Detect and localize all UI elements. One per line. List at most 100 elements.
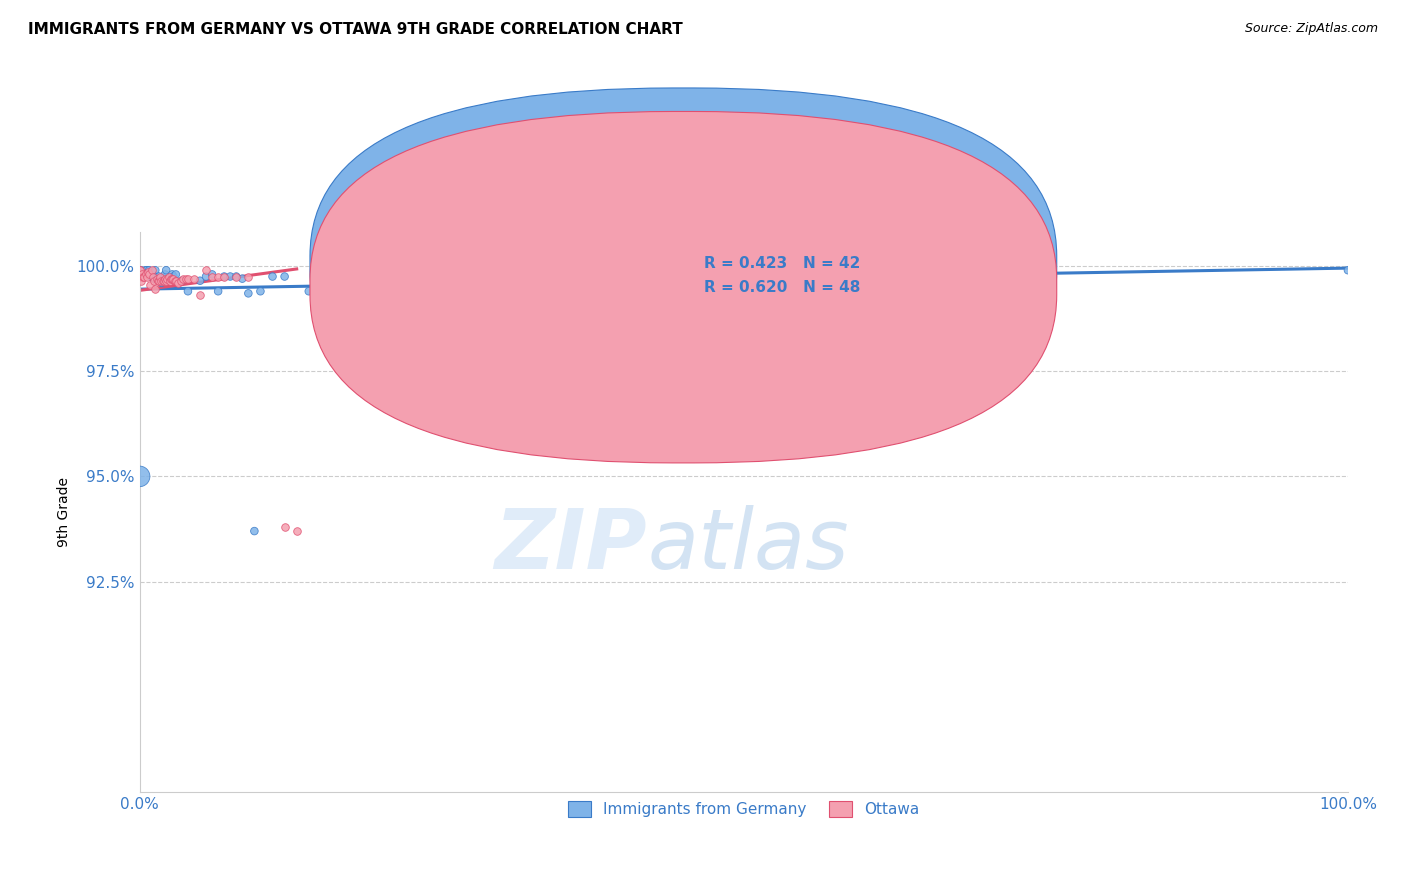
Point bbox=[142, 269, 165, 284]
Point bbox=[135, 268, 157, 282]
Point bbox=[201, 268, 224, 282]
Point bbox=[156, 271, 179, 285]
Text: Source: ZipAtlas.com: Source: ZipAtlas.com bbox=[1244, 22, 1378, 36]
Point bbox=[139, 277, 162, 292]
Point bbox=[201, 269, 224, 284]
Point bbox=[877, 269, 900, 284]
Point bbox=[177, 285, 200, 299]
Point bbox=[153, 268, 176, 282]
Point bbox=[149, 269, 172, 284]
Text: R = 0.620   N = 48: R = 0.620 N = 48 bbox=[704, 280, 860, 294]
Point bbox=[131, 268, 153, 282]
Point bbox=[136, 265, 159, 279]
FancyBboxPatch shape bbox=[309, 88, 1057, 440]
Point bbox=[188, 274, 211, 288]
Point bbox=[225, 269, 247, 284]
Point bbox=[212, 269, 235, 284]
Text: R = 0.423   N = 42: R = 0.423 N = 42 bbox=[704, 256, 860, 271]
Point bbox=[134, 269, 156, 284]
Point bbox=[249, 285, 271, 299]
Point bbox=[160, 271, 183, 285]
Point bbox=[148, 269, 170, 284]
Point bbox=[238, 286, 260, 301]
Point bbox=[129, 274, 152, 288]
Point bbox=[135, 269, 157, 284]
Point bbox=[238, 269, 260, 284]
Legend: Immigrants from Germany, Ottawa: Immigrants from Germany, Ottawa bbox=[562, 796, 925, 823]
Point bbox=[138, 268, 160, 282]
Point bbox=[1337, 263, 1360, 277]
Point bbox=[207, 285, 229, 299]
Point bbox=[177, 271, 200, 285]
Point bbox=[146, 274, 169, 288]
Point bbox=[162, 269, 184, 284]
Point bbox=[138, 263, 160, 277]
Point bbox=[143, 271, 166, 285]
Text: ZIP: ZIP bbox=[495, 505, 647, 586]
Point bbox=[148, 274, 170, 288]
Point bbox=[195, 263, 218, 277]
Point bbox=[170, 274, 193, 288]
Point bbox=[150, 274, 173, 288]
Point bbox=[128, 469, 150, 483]
Point bbox=[160, 268, 183, 282]
Point bbox=[141, 269, 163, 284]
Point bbox=[152, 271, 174, 285]
Point bbox=[152, 274, 174, 288]
Point bbox=[333, 269, 356, 284]
Point bbox=[207, 269, 229, 284]
Point bbox=[231, 271, 253, 285]
Point bbox=[165, 268, 187, 282]
Point bbox=[165, 274, 187, 288]
Point bbox=[359, 269, 381, 284]
Point bbox=[128, 263, 150, 277]
Point bbox=[225, 269, 247, 284]
Point bbox=[155, 274, 177, 288]
Text: IMMIGRANTS FROM GERMANY VS OTTAWA 9TH GRADE CORRELATION CHART: IMMIGRANTS FROM GERMANY VS OTTAWA 9TH GR… bbox=[28, 22, 683, 37]
Point bbox=[159, 274, 181, 288]
Point bbox=[143, 282, 166, 296]
Point bbox=[159, 271, 181, 285]
FancyBboxPatch shape bbox=[654, 244, 920, 308]
Point bbox=[588, 269, 610, 284]
Point bbox=[152, 274, 174, 288]
Point bbox=[243, 524, 266, 538]
Point bbox=[183, 271, 205, 285]
Point bbox=[394, 263, 416, 277]
Point bbox=[128, 263, 150, 277]
Point bbox=[188, 288, 211, 302]
Point bbox=[273, 520, 295, 534]
Point bbox=[143, 263, 166, 277]
Point bbox=[141, 263, 163, 277]
Point bbox=[143, 274, 166, 288]
Point bbox=[135, 263, 157, 277]
Y-axis label: 9th Grade: 9th Grade bbox=[58, 477, 72, 547]
Point bbox=[163, 274, 186, 288]
Point bbox=[145, 271, 167, 285]
Point bbox=[132, 269, 155, 284]
Point bbox=[285, 524, 308, 538]
Point bbox=[172, 271, 194, 285]
Point bbox=[129, 263, 152, 277]
Point bbox=[195, 269, 218, 284]
Text: atlas: atlas bbox=[647, 505, 849, 586]
Point bbox=[160, 271, 183, 285]
Point bbox=[157, 269, 180, 284]
Point bbox=[128, 269, 150, 284]
Point bbox=[212, 269, 235, 284]
Point bbox=[162, 271, 184, 285]
Point bbox=[298, 285, 321, 299]
Point bbox=[155, 263, 177, 277]
Point bbox=[174, 271, 197, 285]
Point bbox=[139, 269, 162, 284]
Point bbox=[153, 271, 176, 285]
Point bbox=[262, 269, 284, 284]
Point bbox=[219, 269, 242, 284]
Point bbox=[142, 268, 165, 282]
Point bbox=[135, 263, 157, 277]
Point bbox=[150, 276, 173, 290]
Point bbox=[170, 274, 193, 288]
Point bbox=[146, 271, 169, 285]
FancyBboxPatch shape bbox=[309, 112, 1057, 463]
Point bbox=[167, 276, 190, 290]
